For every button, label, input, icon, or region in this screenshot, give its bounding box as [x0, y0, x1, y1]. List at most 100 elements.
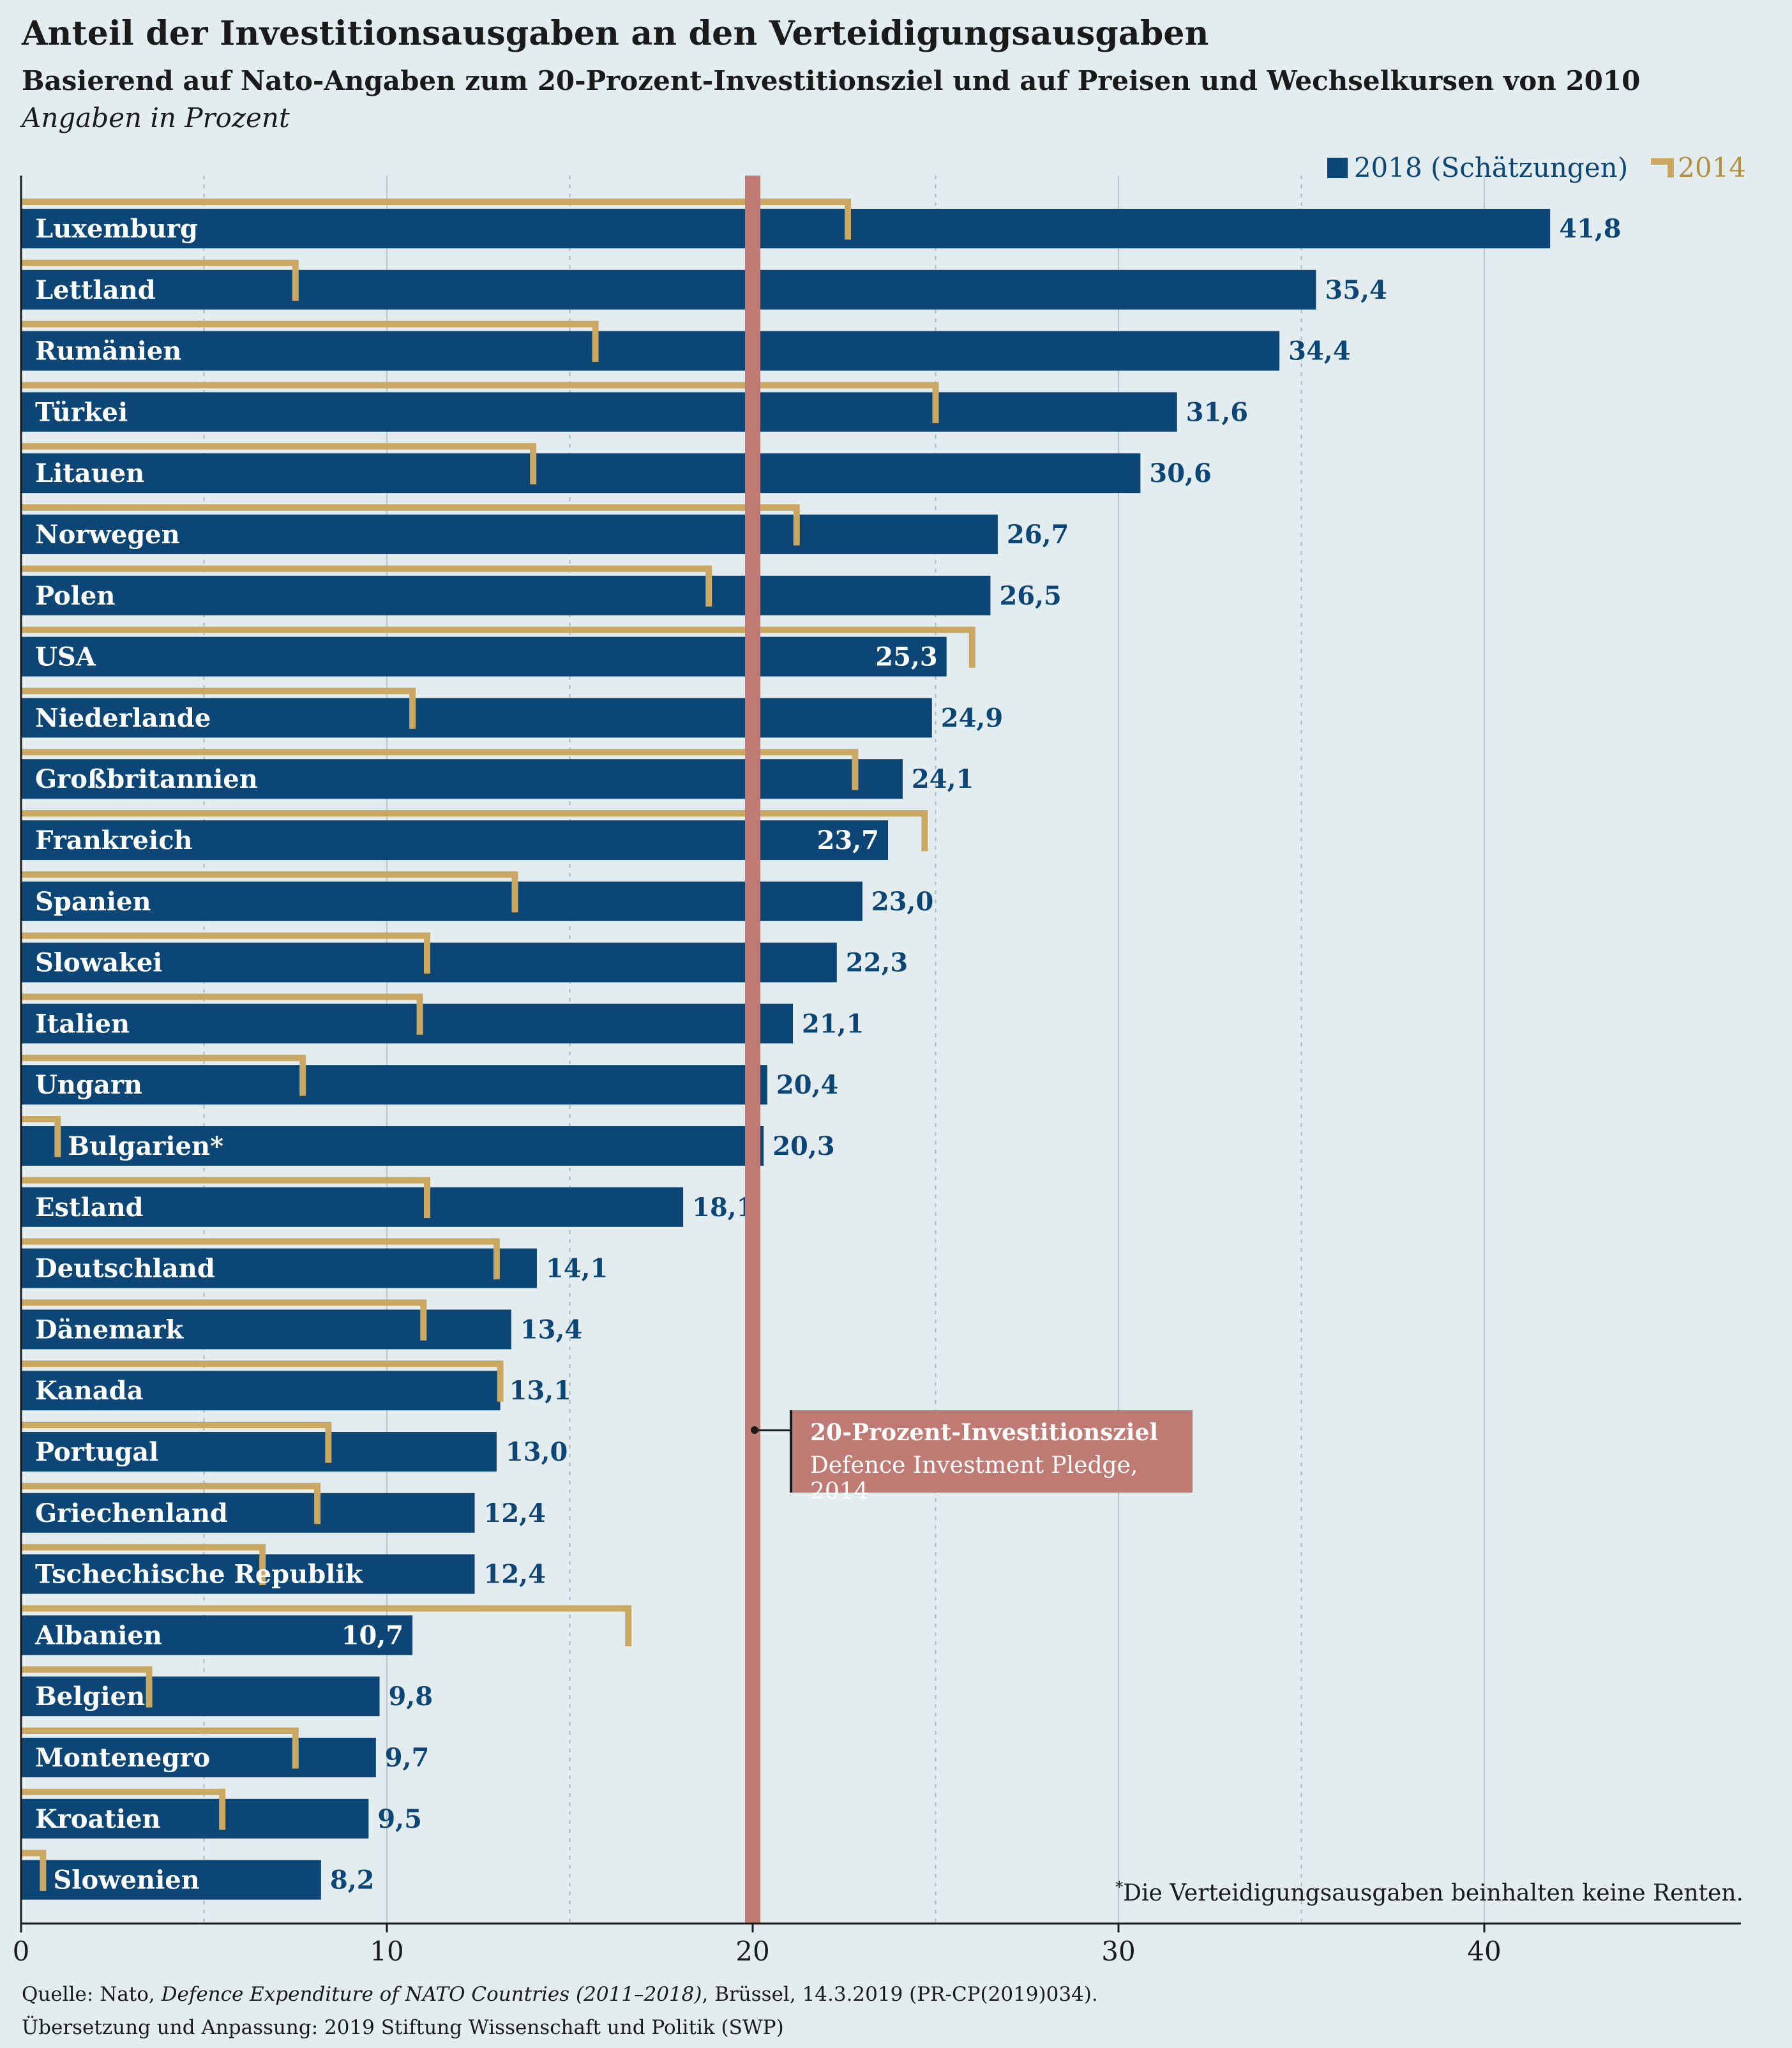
value-label: 13,4: [520, 1314, 582, 1344]
legend-label-2018: 2018 (Schätzungen): [1353, 152, 1629, 183]
bar-2018: [21, 1065, 767, 1105]
category-label: Belgien: [35, 1682, 145, 1712]
bar-2018: [21, 331, 1280, 371]
bar-2018: [21, 698, 932, 738]
category-label: Deutschland: [35, 1254, 215, 1284]
legend-swatch-2014: [1651, 158, 1675, 177]
category-label: Frankreich: [35, 825, 193, 855]
marker-2014-line: [21, 993, 420, 1000]
marker-2014-line: [21, 626, 972, 633]
bar-2018: [21, 575, 991, 615]
marker-2014-line: [21, 688, 413, 695]
value-label: 30,6: [1149, 458, 1211, 488]
marker-2014-line: [21, 1299, 424, 1306]
marker-2014-line: [21, 1177, 428, 1184]
marker-2014-tick: [793, 504, 800, 546]
footnote-marker: *: [1115, 1878, 1124, 1896]
marker-2014-tick: [424, 1177, 431, 1219]
target-annotation: 20-Prozent-Investitionsziel Defence Inve…: [790, 1410, 1193, 1505]
value-label: 21,1: [802, 1009, 864, 1039]
marker-2014-line: [21, 1849, 43, 1856]
category-label: Kanada: [35, 1376, 144, 1406]
marker-2014-tick: [424, 932, 431, 974]
bar-2018: [21, 1126, 764, 1166]
category-label: Griechenland: [35, 1498, 228, 1528]
bar-2018: [21, 269, 1316, 310]
marker-2014-line: [21, 199, 848, 205]
marker-2014-tick: [292, 259, 299, 301]
category-label: Norwegen: [35, 520, 180, 550]
x-tick-label: 10: [370, 1936, 403, 1967]
bar-2018: [21, 1738, 376, 1777]
value-label: 41,8: [1559, 214, 1621, 244]
bar-2018: [21, 1615, 413, 1655]
marker-2014-line: [21, 259, 296, 266]
category-label: Montenegro: [35, 1743, 210, 1773]
category-label: Großbritannien: [35, 764, 258, 794]
value-label: 31,6: [1186, 397, 1248, 427]
category-label: Türkei: [35, 397, 128, 427]
target-leader-dot: [751, 1426, 758, 1434]
bar-2018: [21, 392, 1177, 432]
bar-2018: [21, 1493, 475, 1533]
marker-2014-tick: [844, 199, 851, 240]
marker-2014-line: [21, 1605, 629, 1612]
marker-2014-line: [21, 504, 797, 511]
category-label: Albanien: [34, 1620, 162, 1650]
category-label: Ungarn: [35, 1070, 142, 1100]
marker-2014-tick: [416, 993, 423, 1035]
value-label: 10,7: [342, 1620, 403, 1650]
value-label: 26,5: [999, 581, 1061, 611]
bar-2018: [21, 1798, 369, 1839]
value-label: 24,1: [912, 764, 974, 794]
marker-2014-line: [21, 749, 855, 756]
category-label: USA: [35, 642, 96, 672]
bar-2018: [21, 1004, 794, 1044]
units-note: Angaben in Prozent: [22, 102, 290, 133]
bar-2018: [21, 1554, 475, 1594]
value-label: 20,3: [772, 1131, 834, 1161]
marker-2014-tick: [299, 1055, 306, 1096]
marker-2014-line: [21, 1238, 497, 1245]
category-label: Kroatien: [35, 1804, 161, 1834]
category-label: Portugal: [35, 1437, 158, 1467]
category-label: Bulgarien*: [68, 1131, 223, 1161]
footnote-text: Die Verteidigungsausgaben beinhalten kei…: [1123, 1880, 1743, 1906]
marker-2014-tick: [292, 1728, 299, 1769]
value-label: 8,2: [330, 1865, 375, 1895]
source-line-1: Quelle: Nato, Defence Expenditure of NAT…: [22, 1978, 1098, 2011]
bar-2018: [21, 1432, 497, 1472]
category-label: Slowenien: [53, 1865, 199, 1895]
category-label: Spanien: [35, 887, 151, 917]
category-label: Estland: [35, 1193, 144, 1223]
category-label: Niederlande: [35, 703, 211, 733]
category-label: Slowakei: [35, 948, 162, 978]
marker-2014-line: [21, 871, 515, 878]
target-leader-line: [754, 1429, 790, 1431]
marker-2014-tick: [54, 1116, 61, 1157]
bar-2018: [21, 1248, 537, 1288]
target-label-title: 20-Prozent-Investitionsziel: [810, 1419, 1159, 1446]
marker-2014-tick: [40, 1849, 47, 1891]
bar-2018: [21, 1187, 684, 1227]
source-title: Defence Expenditure of NATO Countries (2…: [161, 1983, 702, 2006]
legend-label-2014: 2014: [1678, 152, 1746, 183]
value-label: 20,4: [776, 1070, 838, 1100]
target-line-20: [745, 176, 760, 1924]
marker-2014-line: [21, 1055, 303, 1062]
chart-subtitle: Basierend auf Nato-Angaben zum 20-Prozen…: [22, 65, 1641, 96]
marker-2014-tick: [219, 1788, 226, 1830]
source-line-2: Übersetzung und Anpassung: 2019 Stiftung…: [22, 2016, 784, 2039]
marker-2014-tick: [921, 810, 928, 852]
marker-2014-line: [21, 1666, 149, 1673]
marker-2014-line: [21, 1544, 263, 1551]
marker-2014-tick: [259, 1544, 266, 1585]
target-label-subtitle: Defence Investment Pledge, 2014: [810, 1452, 1138, 1505]
marker-2014-tick: [592, 320, 599, 362]
marker-2014-tick: [420, 1299, 427, 1341]
marker-2014-line: [21, 443, 534, 450]
chart-title: Anteil der Investitionsausgaben an den V…: [22, 14, 1209, 53]
category-label: Dänemark: [35, 1314, 184, 1344]
marker-2014-tick: [314, 1482, 321, 1525]
marker-2014-line: [21, 565, 709, 572]
